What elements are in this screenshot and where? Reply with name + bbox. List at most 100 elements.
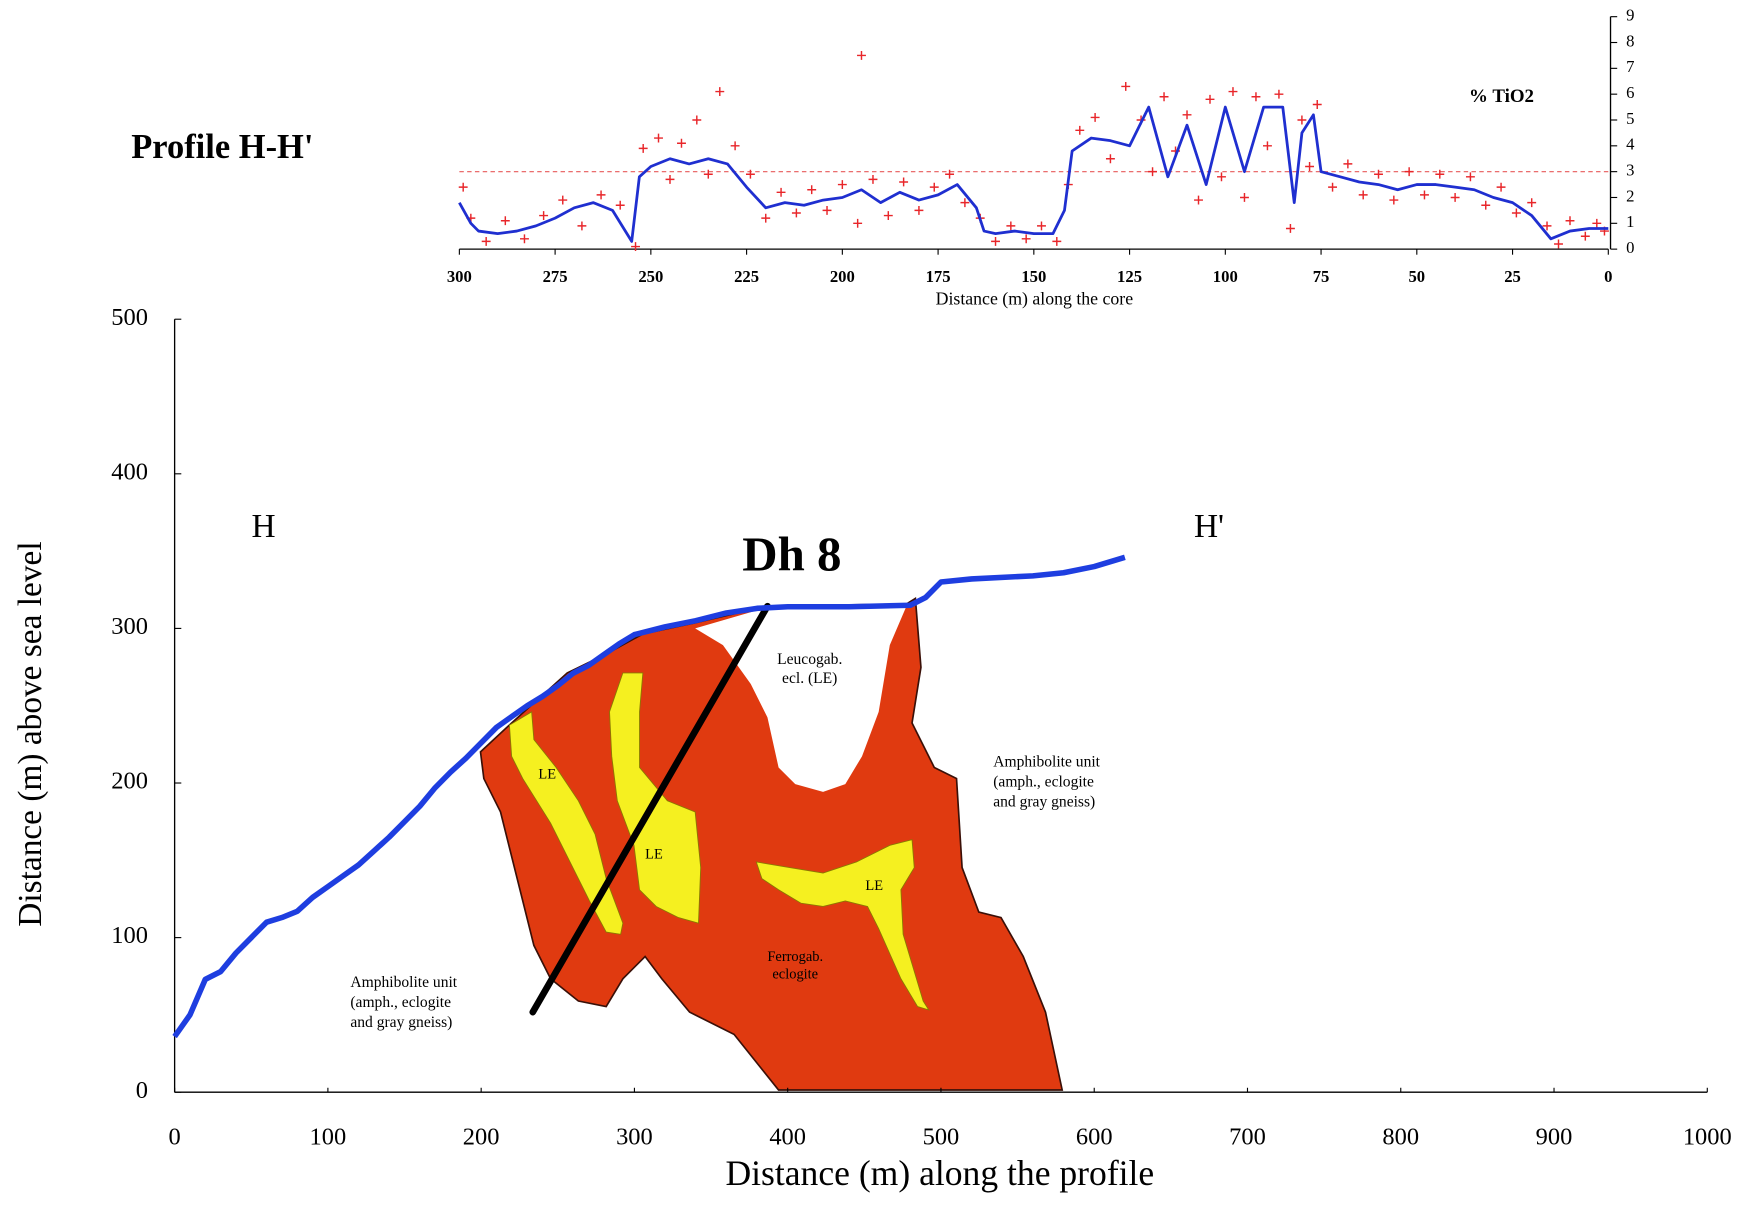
data-point [1420, 190, 1429, 199]
data-point [1274, 90, 1283, 99]
data-point [1305, 162, 1314, 171]
annotation: eclogite [772, 967, 818, 983]
x-tick-label: 50 [1408, 267, 1425, 286]
data-point [1343, 159, 1352, 168]
data-point [1052, 237, 1061, 246]
data-point [869, 175, 878, 184]
data-point [1106, 154, 1115, 163]
data-point [1194, 196, 1203, 205]
data-point [1313, 100, 1322, 109]
x-tick-label: 200 [830, 267, 855, 286]
data-point [1566, 216, 1575, 225]
x-tick-label: 125 [1117, 267, 1142, 286]
x-tick-label: 225 [734, 267, 759, 286]
data-point [1240, 193, 1249, 202]
data-point [677, 139, 686, 148]
data-point [1297, 116, 1306, 125]
data-point [991, 237, 1000, 246]
y-tick-label: 9 [1626, 6, 1634, 25]
data-point [1286, 224, 1295, 233]
x-tick-label: 100 [310, 1124, 347, 1151]
y-tick-label: 100 [111, 922, 148, 949]
x-tick-label: 275 [543, 267, 568, 286]
data-point [1497, 183, 1506, 192]
x-tick-label: 0 [169, 1124, 181, 1151]
data-point [459, 183, 468, 192]
annotation: Ferrogab. [767, 949, 823, 965]
data-point [1091, 113, 1100, 122]
annotation: and gray gneiss) [993, 794, 1095, 811]
data-point [577, 221, 586, 230]
data-point [1263, 141, 1272, 150]
annotation: Amphibolite unit [350, 974, 457, 991]
data-point [1328, 183, 1337, 192]
data-point [914, 206, 923, 215]
data-point [838, 180, 847, 189]
y-tick-label: 0 [136, 1077, 148, 1104]
data-point [1527, 198, 1536, 207]
y-tick-label: 3 [1626, 160, 1634, 179]
data-point [482, 237, 491, 246]
annotation: H [252, 508, 276, 545]
x-axis-label: Distance (m) along the profile [725, 1153, 1154, 1193]
data-point [761, 214, 770, 223]
data-point [520, 234, 529, 243]
data-point [1359, 190, 1368, 199]
annotation: Leucogab. [777, 651, 842, 668]
data-point [1252, 92, 1261, 101]
data-point [1389, 196, 1398, 205]
x-tick-label: 300 [447, 267, 472, 286]
y-axis-label: Distance (m) above sea level [12, 541, 49, 926]
annotation: LE [645, 847, 663, 863]
y-tick-label: 6 [1626, 83, 1634, 102]
x-tick-label: 175 [926, 267, 951, 286]
x-tick-label: 0 [1604, 267, 1612, 286]
y-tick-label: 0 [1626, 238, 1634, 257]
x-tick-label: 500 [923, 1124, 960, 1151]
data-point [1451, 193, 1460, 202]
data-point [654, 134, 663, 143]
data-point [731, 141, 740, 150]
data-point [501, 216, 510, 225]
annotation: ecl. (LE) [782, 670, 837, 687]
data-point [1121, 82, 1130, 91]
data-point [1217, 172, 1226, 181]
annotation: LE [865, 878, 883, 894]
data-point [807, 185, 816, 194]
x-axis-label: Distance (m) along the core [936, 288, 1134, 309]
data-point [1466, 172, 1475, 181]
y-tick-label: 500 [111, 304, 148, 331]
figure: Profile H-H' % TiO2 Distance (m) along t… [0, 0, 1744, 1209]
y-tick-label: 400 [111, 458, 148, 485]
y-tick-label: 8 [1626, 31, 1634, 50]
section [480, 598, 1062, 1090]
data-point [539, 211, 548, 220]
y-tick-label: 2 [1626, 186, 1634, 205]
data-point [1037, 221, 1046, 230]
data-point [597, 190, 606, 199]
data-point [639, 144, 648, 153]
x-tick-label: 150 [1021, 267, 1046, 286]
y-tick-label: 4 [1626, 135, 1635, 154]
data-point [715, 87, 724, 96]
y-tick-label: 200 [111, 768, 148, 795]
data-point [1229, 87, 1238, 96]
x-tick-label: 1000 [1683, 1124, 1732, 1151]
data-point [666, 175, 675, 184]
data-point [1206, 95, 1215, 104]
x-tick-label: 800 [1382, 1124, 1419, 1151]
x-tick-label: 400 [769, 1124, 806, 1151]
data-point [692, 116, 701, 125]
annotation: Dh 8 [742, 527, 841, 582]
data-point [1512, 209, 1521, 218]
data-point [1592, 219, 1601, 228]
annotation: H' [1194, 508, 1224, 545]
data-point [558, 196, 567, 205]
data-point [1554, 240, 1563, 249]
data-point [899, 178, 908, 187]
profile-title: Profile H-H' [131, 128, 313, 166]
data-point [777, 188, 786, 197]
data-point [1022, 234, 1031, 243]
data-point [746, 170, 755, 179]
data-point [1183, 110, 1192, 119]
